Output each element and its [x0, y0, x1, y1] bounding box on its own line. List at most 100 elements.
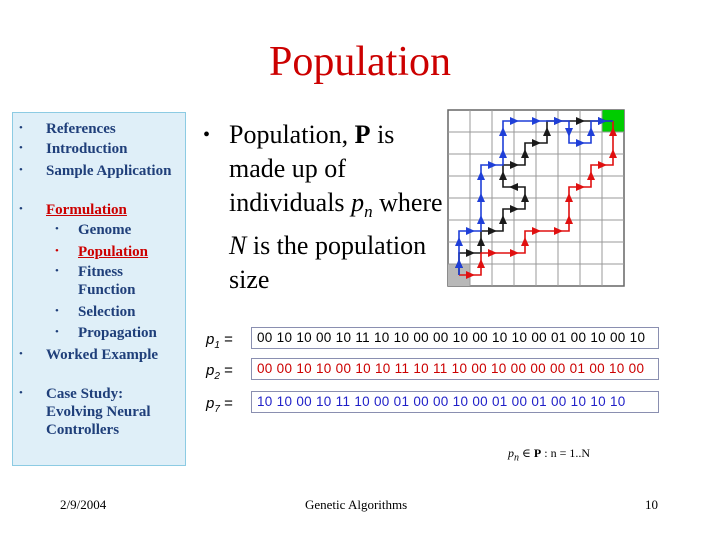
outline-item[interactable]: Sample Application: [46, 162, 176, 180]
formula: pn ∈ P : n = 1..N: [508, 446, 590, 463]
outline-bullet: •: [19, 203, 23, 215]
path-arrow: [499, 171, 507, 180]
path-arrow: [455, 237, 463, 246]
bullet-dot: •: [203, 124, 211, 146]
outline-item-label: Sample Application: [46, 163, 172, 179]
slide-title: Population: [268, 39, 451, 85]
outline-item-label: Worked Example: [46, 347, 159, 363]
path-arrow: [477, 215, 485, 224]
formula-in: ∈: [519, 446, 534, 460]
path-arrow: [488, 161, 497, 169]
outline-bullet: •: [55, 265, 59, 277]
outline-item-label: Genome: [78, 222, 132, 238]
path-arrow: [609, 149, 617, 158]
outline-item-label: Selection: [78, 304, 136, 320]
path-arrow: [587, 127, 595, 136]
sequence-bits: 00 10 10 00 10 11 10 10 00 00 10 00 10 1…: [251, 327, 659, 349]
path-arrow: [455, 259, 463, 268]
outline-item-label: References: [46, 121, 116, 137]
text-fragment: is the population size: [229, 231, 427, 295]
path-arrow: [554, 117, 563, 125]
sequence-label: p1 =: [206, 331, 233, 351]
path-arrow: [565, 215, 573, 224]
path-arrow: [510, 161, 519, 169]
sequence-label: p7 =: [206, 395, 233, 415]
path-arrow: [466, 271, 475, 279]
outline-item[interactable]: Worked Example: [46, 346, 176, 364]
outline-item-label: Formulation: [46, 202, 127, 218]
outline-item[interactable]: Population: [78, 243, 178, 261]
path-arrow: [532, 227, 541, 235]
outline-bullet: •: [55, 223, 59, 235]
outline-bullet: •: [19, 164, 23, 176]
path-arrow: [499, 149, 507, 158]
path-arrow: [488, 249, 497, 257]
path-arrow: [554, 227, 563, 235]
page-number: 10: [645, 497, 658, 512]
formula-n: n: [514, 452, 519, 464]
sequence-label: p2 =: [206, 362, 233, 382]
text-italic-p: p: [351, 188, 365, 217]
path-arrow: [609, 127, 617, 136]
outline-item[interactable]: Case Study: Evolving Neural Controllers: [46, 385, 176, 439]
outline-item[interactable]: Propagation: [78, 324, 178, 342]
formula-P: P: [533, 446, 542, 460]
path-arrow: [576, 139, 585, 147]
outline-panel: • References • Introduction • Sample Applicat…: [12, 112, 186, 466]
text-fragment: where: [372, 188, 443, 217]
outline-item[interactable]: Selection: [78, 303, 178, 321]
outline-item[interactable]: Fitness Function: [78, 263, 178, 299]
path-arrow: [499, 215, 507, 224]
path-arrow: [477, 193, 485, 202]
footer-date: 2/9/2004: [60, 497, 107, 512]
text-bold-P: P: [354, 120, 371, 149]
outline-item[interactable]: Formulation: [46, 201, 176, 219]
path-arrow: [598, 117, 607, 125]
text-fragment: is made up of individuals: [229, 120, 395, 217]
path-arrow: [510, 117, 519, 125]
sequence-bits: 00 00 10 10 00 10 10 11 10 11 10 00 10 0…: [251, 358, 659, 380]
path-arrow: [576, 117, 585, 125]
path-arrow: [521, 149, 529, 158]
maze-grid: [444, 106, 644, 311]
outline-item[interactable]: Genome: [78, 221, 178, 239]
path-arrow: [510, 205, 519, 213]
outline-bullet: •: [55, 245, 59, 257]
outline-item-label: Introduction: [46, 141, 128, 157]
path-arrow: [477, 171, 485, 180]
maze-diagram: [447, 109, 625, 287]
path-arrow: [576, 183, 585, 191]
outline-item-label: Propagation: [78, 325, 157, 341]
outline-item[interactable]: References: [46, 120, 176, 138]
sequence-bits: 10 10 00 10 11 10 00 01 00 00 10 00 01 0…: [251, 391, 659, 413]
path-arrow: [509, 183, 518, 191]
text-subscript-n: n: [364, 202, 373, 222]
outline-bullet: •: [55, 305, 59, 317]
formula-range: : n = 1..N: [541, 446, 591, 460]
outline-bullet: •: [19, 142, 23, 154]
outline-item-label: Fitness Function: [78, 264, 136, 298]
outline-bullet: •: [55, 326, 59, 338]
path-arrow: [477, 237, 485, 246]
outline-item-label: Case Study: Evolving Neural Controllers: [46, 386, 151, 438]
path-arrow: [499, 127, 507, 136]
outline-bullet: •: [19, 387, 23, 399]
path-arrow: [598, 161, 607, 169]
path-arrow: [543, 127, 551, 136]
formula-p: p: [508, 446, 514, 460]
path-arrow: [477, 259, 485, 268]
path-arrow: [587, 171, 595, 180]
population-description: Population, P is made up of individuals …: [229, 118, 444, 297]
path-arrow: [466, 249, 475, 257]
outline-item-label: Population: [78, 244, 149, 260]
path-arrow: [565, 128, 573, 137]
path-arrow: [488, 227, 497, 235]
text-italic-N: N: [229, 231, 247, 261]
outline-bullet: •: [19, 348, 23, 360]
path-arrow: [521, 193, 529, 202]
path-arrow: [532, 117, 541, 125]
path-arrow: [521, 237, 529, 246]
path-arrow: [565, 193, 573, 202]
outline-bullet: •: [19, 122, 23, 134]
outline-item[interactable]: Introduction: [46, 140, 176, 158]
